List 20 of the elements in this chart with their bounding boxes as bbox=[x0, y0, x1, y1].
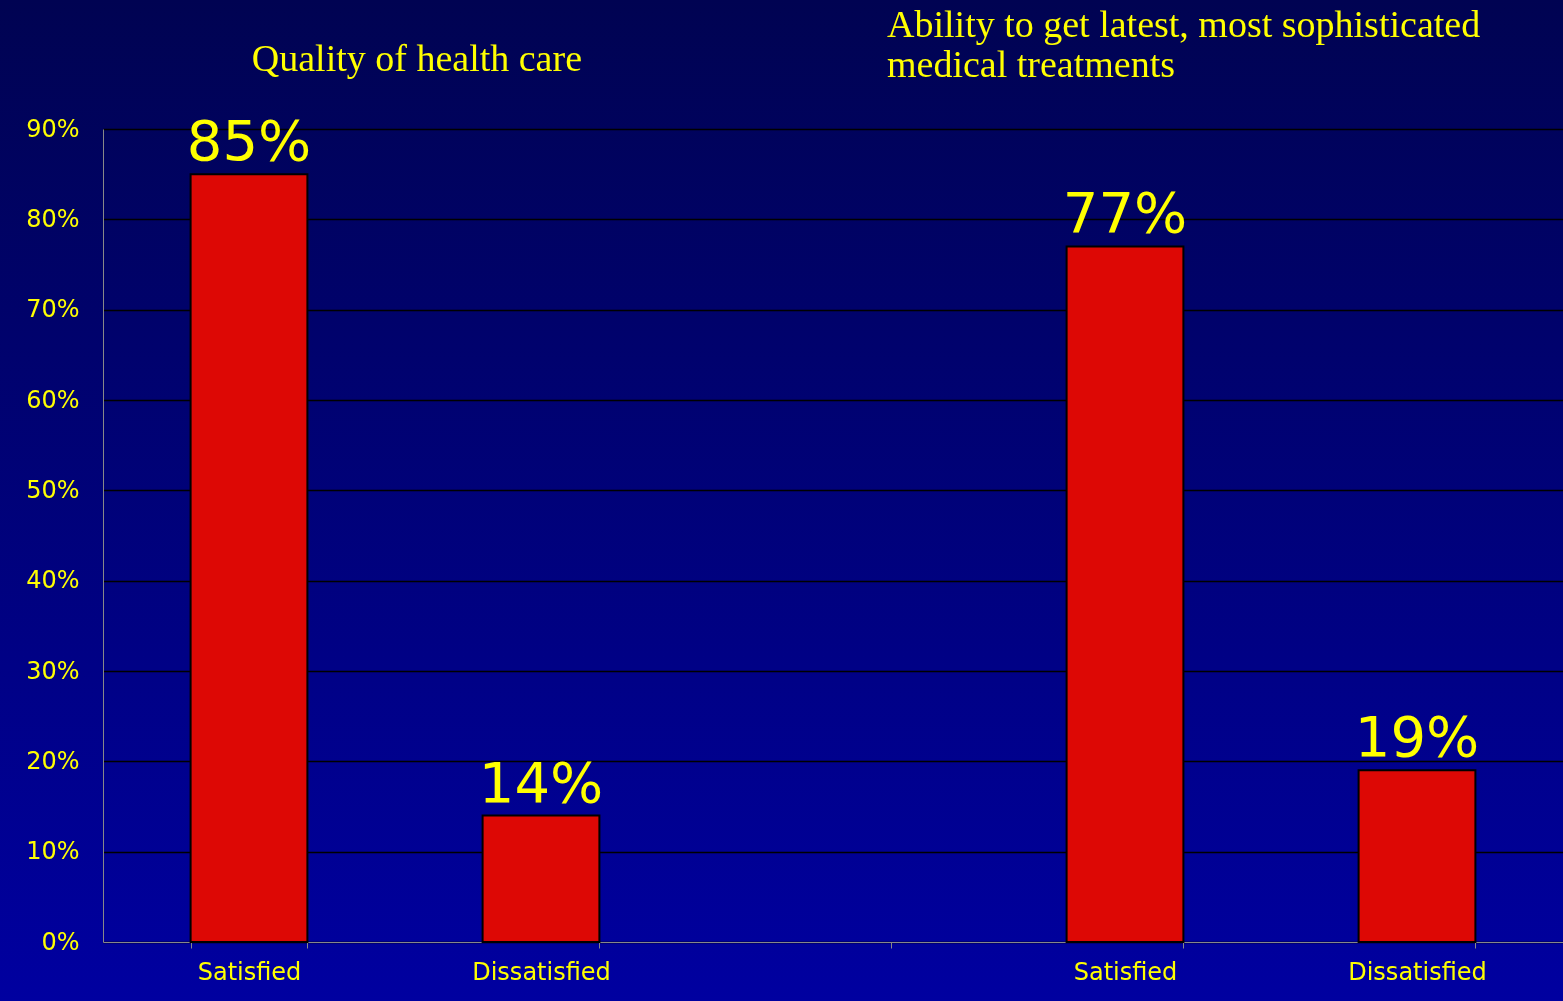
y-tick-label: 50% bbox=[26, 475, 80, 504]
text: Quality of health care bbox=[251, 37, 583, 79]
y-tick-label: 40% bbox=[26, 566, 80, 595]
text: Ability to get latest, most sophisticated medical treatments bbox=[887, 3, 1481, 85]
x-tick-label: Dissatisfied bbox=[472, 957, 611, 986]
y-tick-label: 70% bbox=[26, 295, 80, 324]
y-tick-label: 20% bbox=[26, 746, 80, 775]
x-tick-label: Satisfied bbox=[1073, 957, 1178, 986]
x-tick-label: Dissatisfied bbox=[1348, 957, 1487, 986]
y-tick-label: 60% bbox=[26, 385, 80, 414]
y-tick-label: 90% bbox=[26, 114, 80, 143]
x-tick-label: Satisfied bbox=[197, 957, 302, 986]
y-tick-label: 0% bbox=[41, 927, 80, 956]
y-tick-label: 30% bbox=[26, 656, 80, 685]
data-label: 85% bbox=[186, 108, 312, 174]
data-label: 77% bbox=[1062, 180, 1188, 246]
data-label: 19% bbox=[1354, 704, 1480, 770]
data-label: 14% bbox=[478, 749, 604, 815]
y-tick-label: 10% bbox=[26, 837, 80, 866]
y-tick-label: 80% bbox=[26, 204, 80, 233]
